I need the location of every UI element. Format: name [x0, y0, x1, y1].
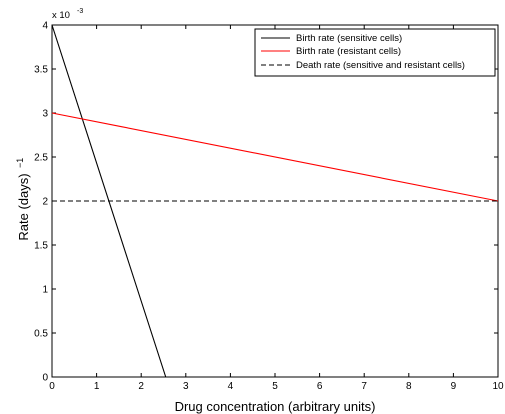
y-multiplier-exponent: -3	[77, 8, 83, 15]
y-tick-label: 1	[42, 285, 48, 296]
x-tick-label: 3	[183, 381, 189, 392]
x-tick-label: 8	[406, 381, 412, 392]
x-tick-label: 1	[94, 381, 100, 392]
y-tick-label: 3.5	[34, 65, 48, 76]
y-tick-label: 2	[42, 197, 48, 208]
x-tick-label: 7	[361, 381, 367, 392]
y-tick-label: 0.5	[34, 329, 48, 340]
y-axis-label-superscript: −1	[15, 158, 25, 168]
y-tick-label: 4	[42, 21, 48, 32]
legend: Birth rate (sensitive cells) Birth rate …	[254, 28, 496, 77]
y-tick-label: 0	[42, 373, 48, 384]
y-tick-label: 2.5	[34, 153, 48, 164]
x-tick-label: 2	[138, 381, 144, 392]
axis-ticks: 0 1 2 3 4 5 6 7 8 9 10 0 0.5 1 1.5 2 2.5 3 3.5 4	[34, 21, 504, 393]
y-axis-label: Rate (days)	[16, 173, 31, 240]
legend-label-sensitive: Birth rate (sensitive cells)	[296, 33, 402, 44]
y-multiplier-base: x 10	[52, 10, 70, 21]
x-tick-label: 6	[317, 381, 323, 392]
x-tick-label: 4	[228, 381, 234, 392]
y-axis-label-group: Rate (days) −1	[15, 158, 31, 241]
x-tick-label: 9	[451, 381, 457, 392]
legend-box	[254, 28, 496, 77]
legend-label-resistant: Birth rate (resistant cells)	[296, 46, 401, 57]
x-tick-label: 5	[272, 381, 278, 392]
y-axis-multiplier: x 10 -3	[52, 8, 83, 21]
series-line-1	[51, 112, 499, 202]
x-axis-label: Drug concentration (arbitrary units)	[175, 399, 376, 414]
x-tick-label: 10	[492, 381, 504, 392]
legend-label-death: Death rate (sensitive and resistant cell…	[296, 60, 465, 71]
x-tick-label: 0	[49, 381, 55, 392]
y-tick-label: 1.5	[34, 241, 48, 252]
series-layer	[51, 24, 499, 378]
y-tick-label: 3	[42, 109, 48, 120]
